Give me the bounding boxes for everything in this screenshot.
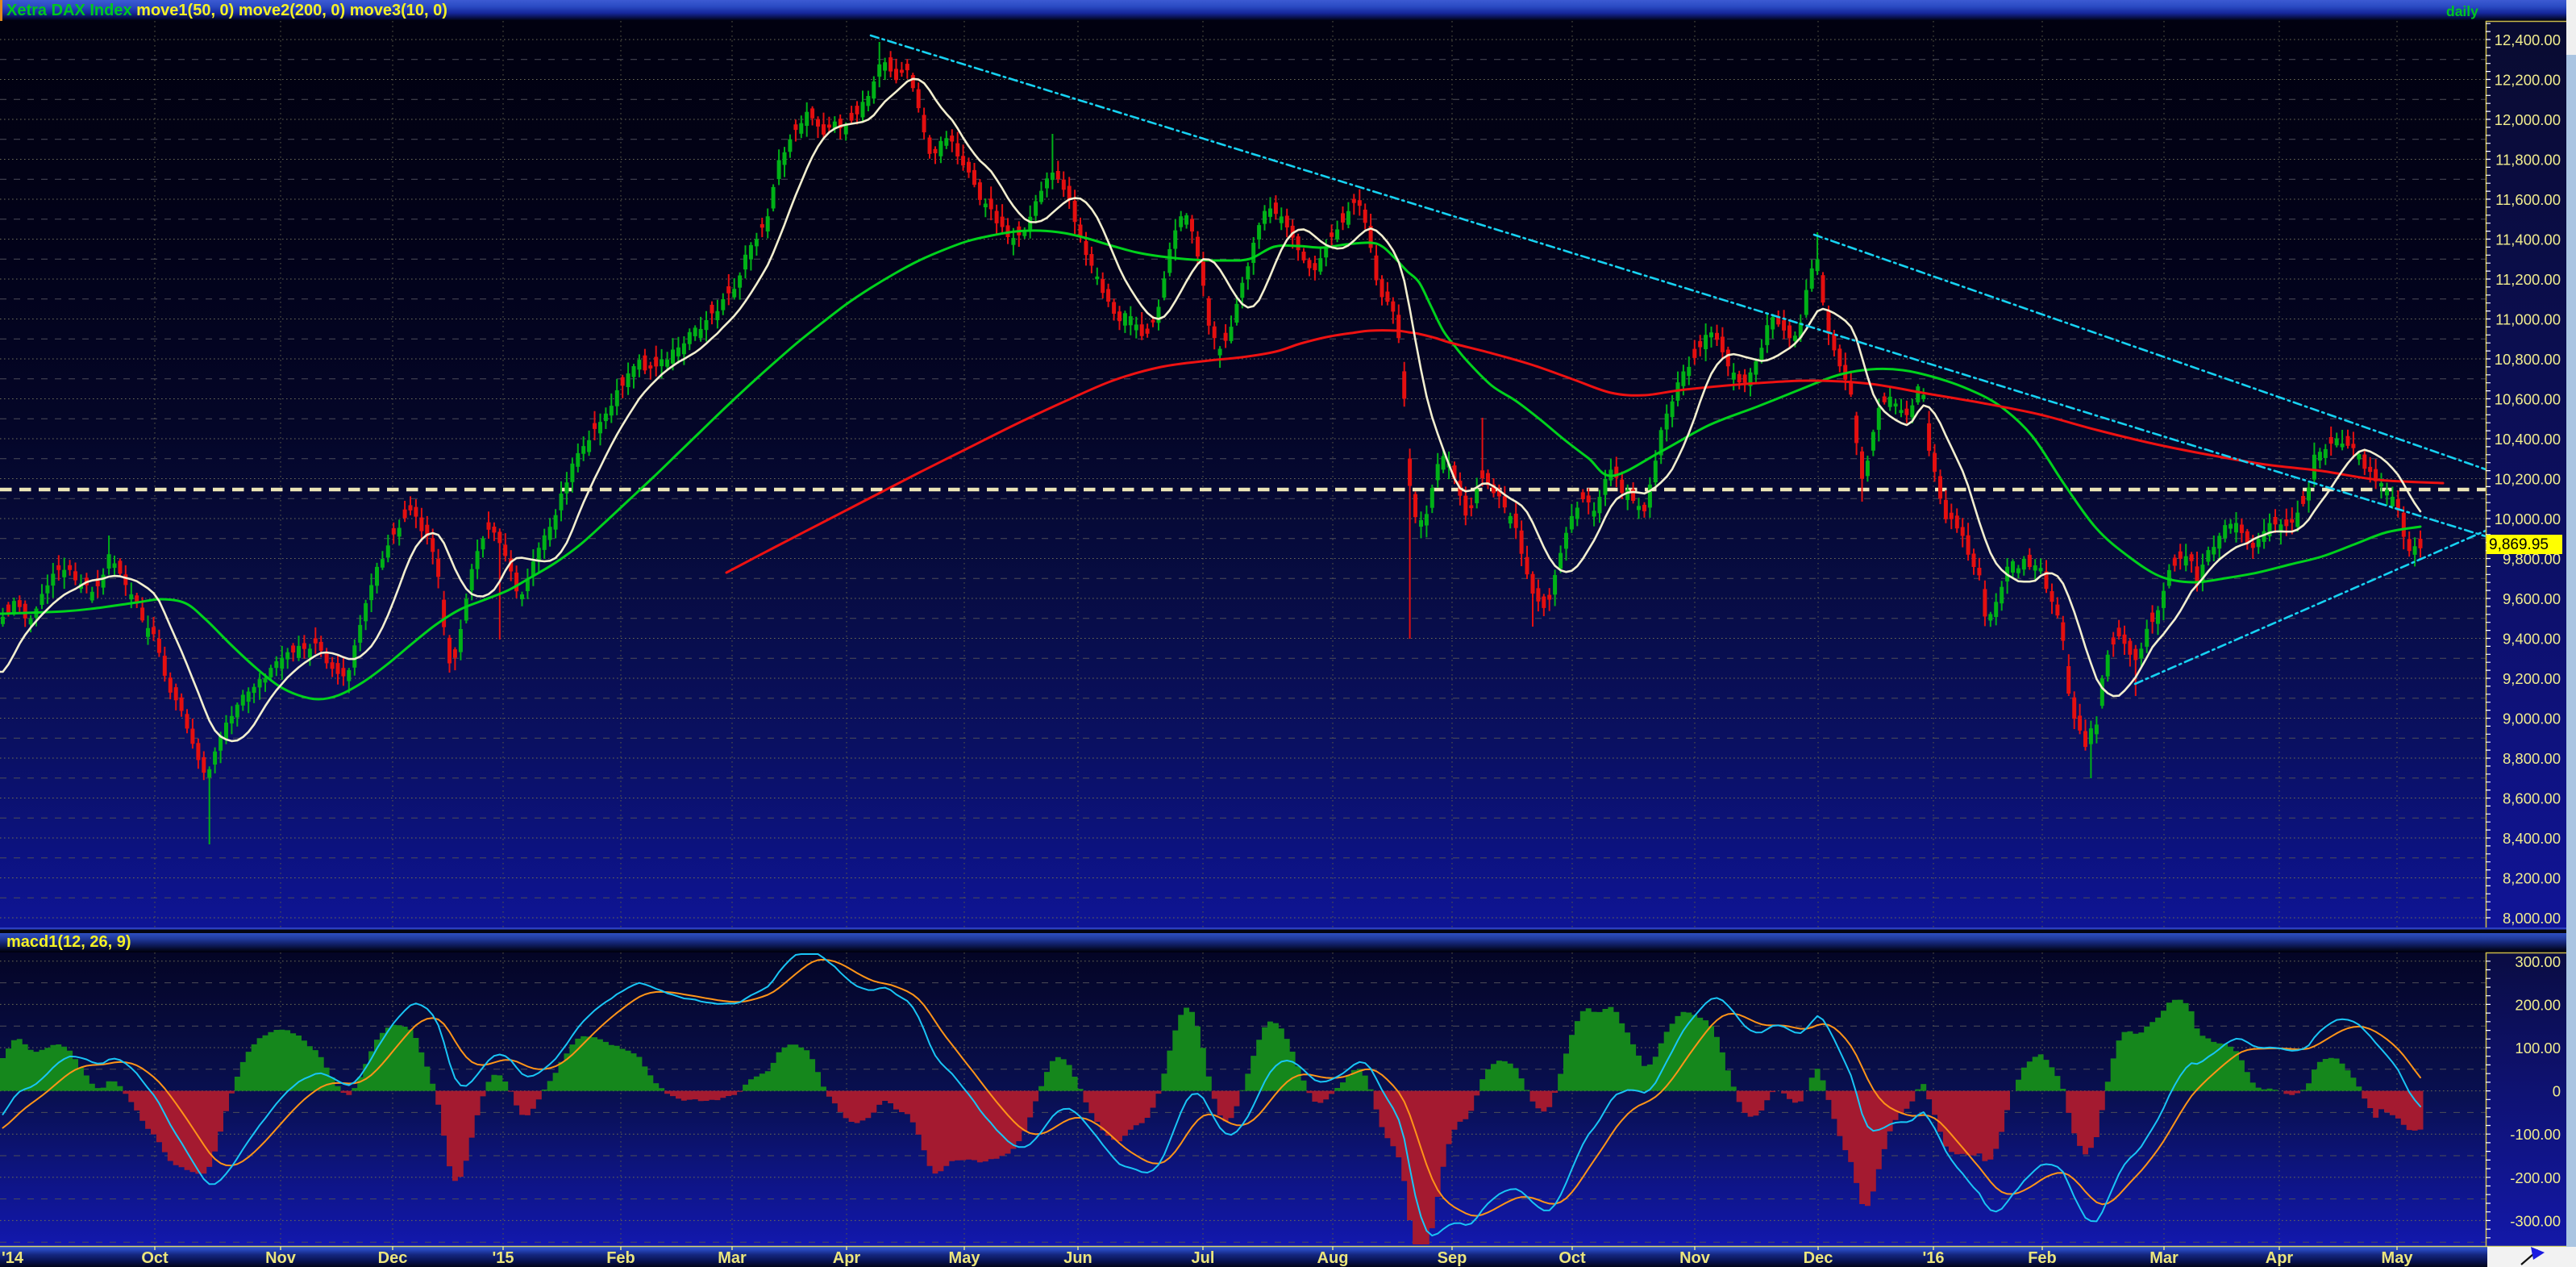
svg-text:10,800.00: 10,800.00	[2495, 351, 2561, 368]
svg-text:8,600.00: 8,600.00	[2503, 790, 2561, 807]
svg-text:-100.00: -100.00	[2510, 1126, 2561, 1143]
svg-text:Mar: Mar	[2149, 1249, 2179, 1267]
svg-text:8,400.00: 8,400.00	[2503, 830, 2561, 847]
svg-text:Jun: Jun	[1063, 1249, 1092, 1267]
svg-text:100.00: 100.00	[2515, 1040, 2561, 1057]
svg-text:Nov: Nov	[265, 1249, 297, 1267]
svg-text:9,800.00: 9,800.00	[2503, 551, 2561, 568]
svg-text:8,000.00: 8,000.00	[2503, 910, 2561, 927]
svg-text:Oct: Oct	[1559, 1249, 1586, 1267]
svg-text:Sep: Sep	[1438, 1249, 1467, 1267]
svg-text:Dec: Dec	[1804, 1249, 1833, 1267]
svg-text:11,400.00: 11,400.00	[2495, 231, 2561, 248]
svg-text:May: May	[2382, 1249, 2414, 1267]
svg-text:10,600.00: 10,600.00	[2495, 391, 2561, 408]
svg-text:-200.00: -200.00	[2510, 1169, 2561, 1186]
svg-text:300.00: 300.00	[2515, 953, 2561, 970]
svg-text:Nov: Nov	[1679, 1249, 1711, 1267]
svg-text:9,600.00: 9,600.00	[2503, 590, 2561, 607]
svg-text:200.00: 200.00	[2515, 996, 2561, 1013]
svg-text:11,800.00: 11,800.00	[2495, 152, 2561, 169]
svg-text:Oct: Oct	[141, 1249, 169, 1267]
svg-text:8,200.00: 8,200.00	[2503, 870, 2561, 887]
svg-text:'16: '16	[1922, 1249, 1944, 1267]
svg-text:11,200.00: 11,200.00	[2495, 271, 2561, 288]
svg-text:10,400.00: 10,400.00	[2495, 431, 2561, 448]
svg-text:9,000.00: 9,000.00	[2503, 711, 2561, 727]
svg-text:macd1(12, 26, 9): macd1(12, 26, 9)	[6, 933, 131, 951]
svg-text:Mar: Mar	[718, 1249, 747, 1267]
svg-text:8,800.00: 8,800.00	[2503, 750, 2561, 767]
svg-text:Aug: Aug	[1317, 1249, 1349, 1267]
svg-text:Xetra DAX Index move1(50, 0) m: Xetra DAX Index move1(50, 0) move2(200, …	[6, 2, 447, 19]
svg-text:12,000.00: 12,000.00	[2495, 111, 2561, 128]
svg-text:Dec: Dec	[378, 1249, 408, 1267]
svg-text:12,200.00: 12,200.00	[2495, 72, 2561, 89]
svg-text:11,000.00: 11,000.00	[2495, 311, 2561, 328]
svg-text:9,200.00: 9,200.00	[2503, 670, 2561, 687]
svg-text:10,000.00: 10,000.00	[2495, 511, 2561, 527]
svg-text:'14: '14	[2, 1249, 24, 1267]
svg-text:daily: daily	[2446, 3, 2478, 19]
svg-text:Feb: Feb	[2028, 1249, 2057, 1267]
svg-text:Apr: Apr	[2266, 1249, 2294, 1267]
svg-text:'15: '15	[492, 1249, 514, 1267]
svg-text:0: 0	[2553, 1083, 2561, 1100]
svg-text:Jul: Jul	[1192, 1249, 1215, 1267]
svg-text:12,400.00: 12,400.00	[2495, 31, 2561, 48]
svg-text:11,600.00: 11,600.00	[2495, 191, 2561, 208]
svg-text:May: May	[949, 1249, 981, 1267]
svg-text:Apr: Apr	[833, 1249, 861, 1267]
svg-text:10,200.00: 10,200.00	[2495, 471, 2561, 488]
svg-text:9,400.00: 9,400.00	[2503, 631, 2561, 648]
svg-text:Feb: Feb	[606, 1249, 635, 1267]
svg-text:9,869.95: 9,869.95	[2489, 536, 2549, 553]
svg-text:-300.00: -300.00	[2510, 1212, 2561, 1229]
